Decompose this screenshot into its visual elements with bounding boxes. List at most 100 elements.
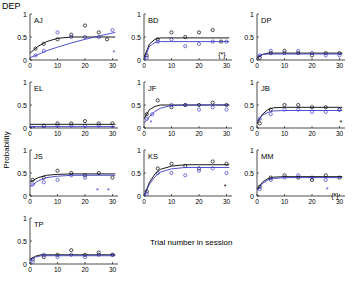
- y-tick: [257, 105, 259, 106]
- x-axis-line: [30, 264, 118, 265]
- y-tick-label: 0.5: [244, 170, 254, 177]
- y-tick-label: 0: [23, 261, 27, 268]
- x-tick: [171, 58, 172, 60]
- x-tick: [312, 58, 313, 60]
- x-tick-label: 20: [81, 62, 89, 69]
- panel-title: JS: [34, 152, 43, 161]
- data-point: [83, 120, 86, 123]
- y-tick: [30, 105, 32, 106]
- x-tick-label: 20: [81, 266, 89, 273]
- y-tick-label: 1: [23, 11, 27, 18]
- y-tick: [257, 14, 259, 15]
- fit-line: [257, 178, 342, 191]
- y-tick: [30, 14, 32, 15]
- y-tick-label: 1: [250, 147, 254, 154]
- x-tick-label: 0: [255, 62, 259, 69]
- x-tick: [144, 126, 145, 128]
- y-tick-label: 1: [23, 215, 27, 222]
- y-tick-label: 0: [23, 193, 27, 200]
- x-tick-label: 20: [195, 62, 203, 69]
- data-point: [225, 171, 228, 174]
- plot-area: [30, 249, 115, 264]
- data-point: [111, 29, 114, 32]
- x-tick-label: 30: [223, 62, 231, 69]
- x-tick-label: 20: [195, 198, 203, 205]
- y-tick: [30, 82, 32, 83]
- x-tick-label: 30: [109, 62, 117, 69]
- panel-title: AJ: [34, 16, 43, 25]
- x-tick-label: 30: [336, 130, 344, 137]
- x-tick: [199, 194, 200, 196]
- annotation: *: [340, 119, 343, 126]
- data-point: [156, 99, 159, 102]
- data-point: [211, 160, 214, 163]
- y-tick: [144, 37, 146, 38]
- x-tick: [112, 194, 113, 196]
- data-point: [170, 162, 173, 165]
- x-tick-label: 10: [281, 198, 289, 205]
- x-tick: [284, 58, 285, 60]
- panel: 00.510102030JS**: [17, 147, 118, 206]
- x-axis-line: [30, 60, 118, 61]
- y-tick-label: 0.5: [17, 34, 27, 41]
- y-tick-label: 0.5: [244, 34, 254, 41]
- x-tick-label: 30: [109, 198, 117, 205]
- data-point: [211, 101, 214, 104]
- annotation: {*}: [331, 192, 339, 200]
- x-tick-label: 30: [336, 62, 344, 69]
- y-tick-label: 0.5: [131, 34, 141, 41]
- x-tick: [226, 194, 227, 196]
- x-tick-label: 0: [28, 266, 32, 273]
- y-tick: [30, 37, 32, 38]
- x-tick-label: 0: [142, 198, 146, 205]
- plot-area: [144, 160, 229, 196]
- y-tick: [144, 150, 146, 151]
- fit-line: [257, 111, 342, 122]
- panel-title: EL: [34, 84, 43, 93]
- y-tick: [257, 82, 259, 83]
- fit-line: [144, 105, 229, 123]
- data-point: [184, 45, 187, 48]
- data-point: [83, 176, 86, 179]
- y-tick: [257, 37, 259, 38]
- fit-line: [144, 167, 229, 196]
- annotation: *: [224, 183, 227, 190]
- panel: 00.510102030TP: [17, 215, 118, 274]
- fit-line: [257, 177, 342, 189]
- data-point: [42, 181, 45, 184]
- panel-title: JF: [148, 84, 157, 93]
- x-tick: [284, 194, 285, 196]
- y-tick: [30, 150, 32, 151]
- x-tick: [30, 194, 31, 196]
- data-point: [97, 31, 100, 34]
- data-point: [269, 49, 272, 52]
- data-point: [269, 113, 272, 116]
- panel-title: BD: [148, 16, 159, 25]
- panel-title: JB: [261, 84, 270, 93]
- x-tick-label: 20: [195, 130, 203, 137]
- x-tick: [284, 126, 285, 128]
- x-tick: [112, 262, 113, 264]
- y-tick-label: 1: [23, 147, 27, 154]
- x-axis-line: [30, 196, 118, 197]
- data-point: [184, 174, 187, 177]
- fit-line: [144, 165, 229, 196]
- y-tick-label: 1: [137, 147, 141, 154]
- data-point: [297, 103, 300, 106]
- data-point: [83, 24, 86, 27]
- x-tick-label: 10: [168, 62, 176, 69]
- data-point: [70, 249, 73, 252]
- x-axis-label: Trial number in session: [150, 238, 232, 247]
- x-axis-line: [257, 128, 345, 129]
- x-axis-line: [30, 128, 118, 129]
- x-tick-label: 10: [54, 266, 62, 273]
- x-tick-label: 20: [81, 130, 89, 137]
- data-point: [56, 178, 59, 181]
- plot-area: [257, 49, 342, 59]
- y-tick-label: 0: [23, 57, 27, 64]
- annotation: *: [107, 187, 110, 194]
- figure: DEPProbabilityTrial number in session00.…: [0, 0, 352, 283]
- annotation: {*}: [218, 51, 226, 59]
- y-tick-label: 0: [137, 193, 141, 200]
- x-tick: [57, 262, 58, 264]
